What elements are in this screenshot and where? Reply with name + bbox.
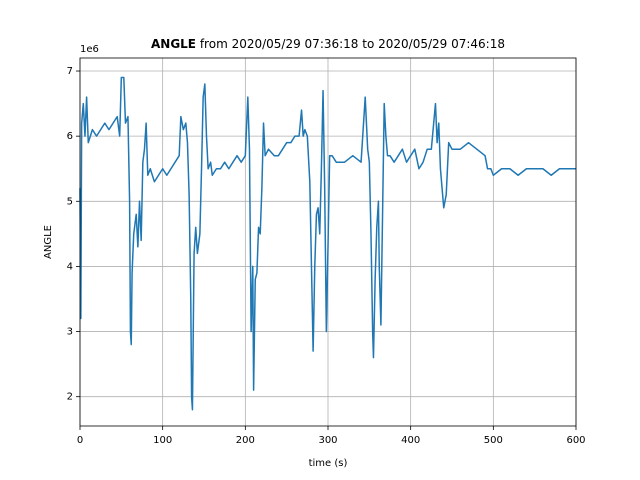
x-tick-label: 600 <box>566 435 585 446</box>
x-tick-label: 500 <box>484 435 503 446</box>
plot-frame <box>79 57 577 427</box>
title-rest: from 2020/05/29 07:36:18 to 2020/05/29 0… <box>196 37 505 51</box>
y-tick-label: 3 <box>67 327 73 338</box>
x-tick-label: 300 <box>318 435 337 446</box>
x-tick-label: 0 <box>77 435 83 446</box>
y-tick-label: 2 <box>67 392 73 403</box>
y-tick-label: 4 <box>67 261 73 272</box>
x-tick-label: 100 <box>153 435 172 446</box>
x-tick-label: 400 <box>401 435 420 446</box>
y-axis-label: ANGLE <box>43 225 54 259</box>
x-axis-label: time (s) <box>309 458 348 469</box>
y-tick-label: 5 <box>67 196 73 207</box>
offset-text: 1e6 <box>80 44 99 55</box>
y-tick-label: 6 <box>67 131 73 142</box>
title-bold: ANGLE <box>151 37 196 51</box>
chart-title: ANGLE from 2020/05/29 07:36:18 to 2020/0… <box>151 37 505 51</box>
data-line <box>79 76 576 411</box>
y-tick-label: 7 <box>67 66 73 77</box>
x-tick-label: 200 <box>236 435 255 446</box>
